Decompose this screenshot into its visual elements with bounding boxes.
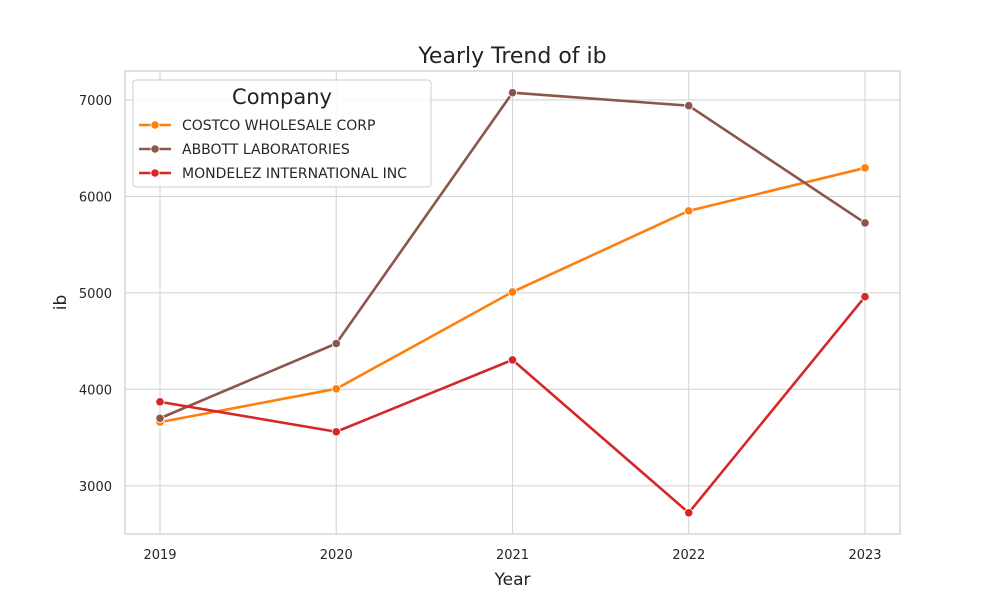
x-tick-label: 2023 xyxy=(848,548,881,563)
legend-swatch-marker xyxy=(150,144,160,154)
legend: Company COSTCO WHOLESALE CORP ABBOTT LABO… xyxy=(132,79,432,188)
series-point xyxy=(860,218,870,228)
legend-swatch-marker xyxy=(150,168,160,178)
x-tick-label: 2020 xyxy=(320,548,353,563)
y-tick-label: 6000 xyxy=(79,190,112,205)
chart-title: Yearly Trend of ib xyxy=(417,44,606,69)
x-axis-label: Year xyxy=(494,570,531,590)
series-point xyxy=(684,508,694,518)
y-tick-label: 4000 xyxy=(79,383,112,398)
y-axis-label: ib xyxy=(51,295,71,311)
series-point xyxy=(684,101,694,111)
y-tick-label: 3000 xyxy=(79,480,112,495)
legend-items: COSTCO WHOLESALE CORP ABBOTT LABORATORIES… xyxy=(139,118,407,182)
series-point xyxy=(331,427,341,437)
x-tick-label: 2022 xyxy=(672,548,705,563)
legend-label: COSTCO WHOLESALE CORP xyxy=(182,118,375,134)
series-point xyxy=(860,292,870,302)
y-tick-label: 7000 xyxy=(79,94,112,109)
series-point xyxy=(860,163,870,173)
series-point xyxy=(155,397,165,407)
legend-label: MONDELEZ INTERNATIONAL INC xyxy=(182,166,407,182)
series-point xyxy=(155,413,165,423)
x-axis-ticks: 2019 2020 2021 2022 2023 xyxy=(143,548,881,563)
series-point xyxy=(507,287,518,297)
series-point xyxy=(331,384,341,394)
series-point xyxy=(507,88,518,98)
y-axis-ticks: 3000 4000 5000 6000 7000 xyxy=(79,94,112,495)
legend-label: ABBOTT LABORATORIES xyxy=(182,142,350,158)
series-layer xyxy=(155,88,870,518)
series-point xyxy=(331,338,341,349)
legend-box xyxy=(132,79,432,188)
y-tick-label: 5000 xyxy=(79,287,112,302)
series-point xyxy=(507,355,518,365)
x-tick-label: 2021 xyxy=(496,548,529,563)
series-point xyxy=(684,206,694,216)
legend-swatch-marker xyxy=(150,120,160,130)
legend-title: Company xyxy=(232,85,332,109)
x-tick-label: 2019 xyxy=(143,548,176,563)
